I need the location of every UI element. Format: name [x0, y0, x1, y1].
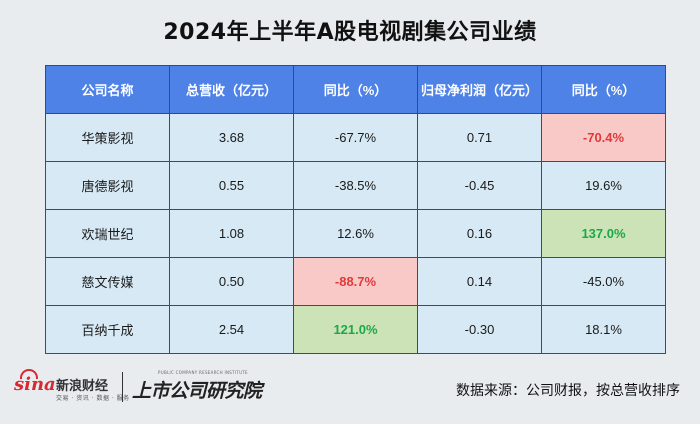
revenue-yoy-cell-highlight: -88.7% [293, 257, 418, 306]
institute-name: 上市公司研究院 [132, 380, 262, 402]
net-profit-cell: -0.30 [417, 305, 542, 354]
net-profit-cell: 0.16 [417, 209, 542, 258]
institute-english-name: PUBLIC COMPANY RESEARCH INSTITUTE [158, 370, 248, 375]
column-header-profit-yoy: 同比（%） [541, 65, 666, 114]
column-header-net-profit: 归母净利润（亿元） [417, 65, 542, 114]
table-row: 唐德影视 0.55 -38.5% -0.45 19.6% [45, 161, 666, 210]
company-name-cell: 百纳千成 [45, 305, 170, 354]
net-profit-cell: 0.14 [417, 257, 542, 306]
performance-table: 公司名称 总营收（亿元） 同比（%） 归母净利润（亿元） 同比（%） 华策影视 … [45, 65, 666, 354]
net-profit-cell: 0.71 [417, 113, 542, 162]
revenue-cell: 0.55 [169, 161, 294, 210]
table-header-row: 公司名称 总营收（亿元） 同比（%） 归母净利润（亿元） 同比（%） [45, 65, 666, 114]
profit-yoy-cell: 18.1% [541, 305, 666, 354]
profit-yoy-cell-highlight: 137.0% [541, 209, 666, 258]
table-row: 华策影视 3.68 -67.7% 0.71 -70.4% [45, 113, 666, 162]
page-title: 2024年上半年A股电视剧集公司业绩 [163, 20, 537, 45]
profit-yoy-cell: -45.0% [541, 257, 666, 306]
revenue-yoy-cell: 12.6% [293, 209, 418, 258]
sina-wordmark: sina [14, 374, 56, 395]
profit-yoy-cell: 19.6% [541, 161, 666, 210]
column-header-company: 公司名称 [45, 65, 170, 114]
net-profit-cell: -0.45 [417, 161, 542, 210]
sina-eye-icon [20, 369, 38, 379]
table-row: 欢瑞世纪 1.08 12.6% 0.16 137.0% [45, 209, 666, 258]
source-note: 数据来源：公司财报，按总营收排序 [456, 383, 680, 399]
revenue-cell: 0.50 [169, 257, 294, 306]
column-header-revenue-yoy: 同比（%） [293, 65, 418, 114]
sina-finance-name: 新浪财经 [56, 379, 109, 394]
sina-finance-logo: sina 新浪财经 交易 · 资讯 · 数据 · 服务 [14, 369, 129, 404]
revenue-cell: 1.08 [169, 209, 294, 258]
company-name-cell: 慈文传媒 [45, 257, 170, 306]
column-header-revenue: 总营收（亿元） [169, 65, 294, 114]
company-name-cell: 华策影视 [45, 113, 170, 162]
table-row: 百纳千成 2.54 121.0% -0.30 18.1% [45, 305, 666, 354]
sina-tagline: 交易 · 资讯 · 数据 · 服务 [56, 395, 130, 402]
revenue-yoy-cell: -38.5% [293, 161, 418, 210]
table-row: 慈文传媒 0.50 -88.7% 0.14 -45.0% [45, 257, 666, 306]
research-institute-logo: PUBLIC COMPANY RESEARCH INSTITUTE 上市公司研究… [132, 370, 262, 404]
company-name-cell: 唐德影视 [45, 161, 170, 210]
revenue-cell: 2.54 [169, 305, 294, 354]
company-name-cell: 欢瑞世纪 [45, 209, 170, 258]
revenue-yoy-cell-highlight: 121.0% [293, 305, 418, 354]
profit-yoy-cell-highlight: -70.4% [541, 113, 666, 162]
footer-divider [122, 372, 123, 402]
revenue-yoy-cell: -67.7% [293, 113, 418, 162]
revenue-cell: 3.68 [169, 113, 294, 162]
